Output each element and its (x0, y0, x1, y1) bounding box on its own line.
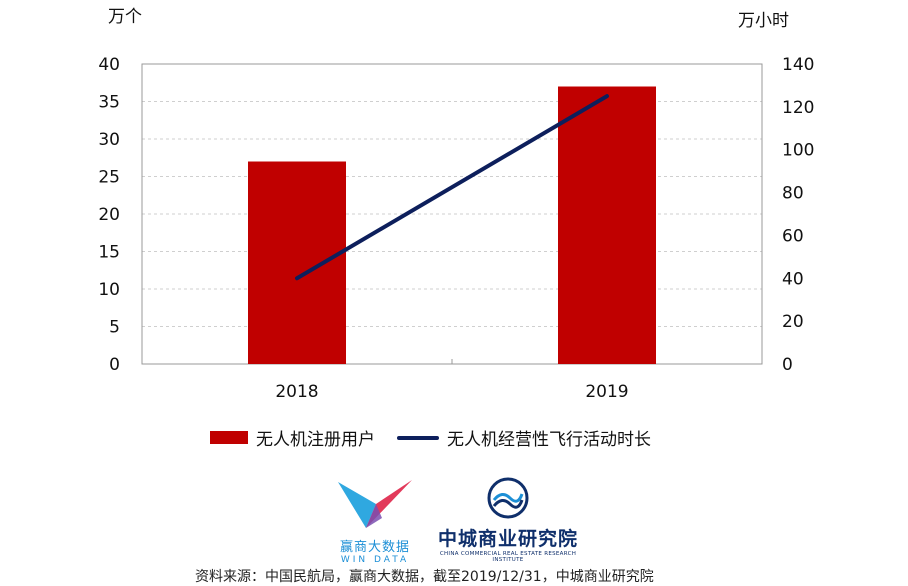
legend-line-label: 无人机经营性飞行活动时长 (447, 430, 651, 450)
y-left-tick-label: 40 (98, 55, 120, 75)
y-left-tick-label: 35 (98, 93, 120, 113)
y-left-tick-label: 10 (98, 280, 120, 300)
legend-line-swatch (397, 435, 439, 440)
y-left-tick-label: 20 (98, 205, 120, 225)
y-left-tick-label: 0 (109, 355, 120, 375)
legend-bar-swatch (210, 431, 248, 444)
y-right-tick-label: 120 (782, 98, 814, 118)
y-left-tick-label: 25 (98, 168, 120, 188)
zhongcheng-name-en: CHINA COMMERCIAL REAL ESTATE RESEARCH IN… (439, 551, 577, 563)
winda-name-en: WIN DATA (340, 555, 410, 565)
source-note: 资料来源：中国民航局，赢商大数据，截至2019/12/31，中城商业研究院 (195, 569, 654, 585)
y-right-tick-label: 0 (782, 355, 793, 375)
legend-bar-label: 无人机注册用户 (256, 430, 375, 450)
right-axis-unit: 万小时 (738, 11, 789, 31)
y-left-tick-label: 30 (98, 130, 120, 150)
left-axis-unit: 万个 (108, 7, 142, 27)
line-series-flight-hours (295, 94, 609, 281)
y-right-tick-label: 80 (782, 184, 804, 204)
zhongcheng-logo-icon (487, 477, 529, 519)
y-left-tick-label: 5 (109, 318, 120, 338)
y-right-tick-label: 40 (782, 269, 804, 289)
x-tick-label: 2019 (585, 382, 628, 402)
zhongcheng-name: 中城商业研究院 (437, 528, 578, 550)
winda-name: 赢商大数据 (339, 540, 410, 555)
winda-logo: 赢商大数据 WIN DATA (325, 478, 425, 565)
legend: 无人机注册用户 无人机经营性飞行活动时长 (210, 425, 673, 450)
legend-item-bar: 无人机注册用户 (210, 425, 375, 450)
winda-logo-icon (338, 480, 412, 528)
y-right-tick-label: 100 (782, 141, 814, 161)
x-tick-label: 2018 (275, 382, 318, 402)
bar-2018 (248, 161, 346, 364)
y-right-tick-label: 140 (782, 55, 814, 75)
y-left-tick-label: 15 (98, 243, 120, 263)
zhongcheng-logo: 中城商业研究院 CHINA COMMERCIAL REAL ESTATE RES… (428, 476, 588, 563)
legend-item-line: 无人机经营性飞行活动时长 (397, 425, 651, 450)
bar-2019 (558, 86, 656, 364)
y-right-tick-label: 60 (782, 226, 804, 246)
y-right-tick-label: 20 (782, 312, 804, 332)
